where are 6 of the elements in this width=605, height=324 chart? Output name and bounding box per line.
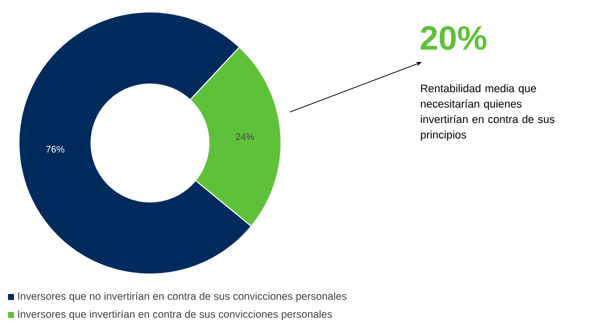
data-label: 76%	[46, 146, 64, 153]
data-label: 24%	[236, 133, 254, 140]
legend-label: Inversores que no invertirían en contra de sus convicciones personales	[18, 292, 346, 302]
text: Rentabilidad media que necesitarían quienes invertirían en contra de sus principios	[420, 84, 554, 141]
legend-label: Inversores que invertirían en contra de sus convicciones personales	[18, 310, 332, 320]
text: 20%	[420, 26, 486, 50]
